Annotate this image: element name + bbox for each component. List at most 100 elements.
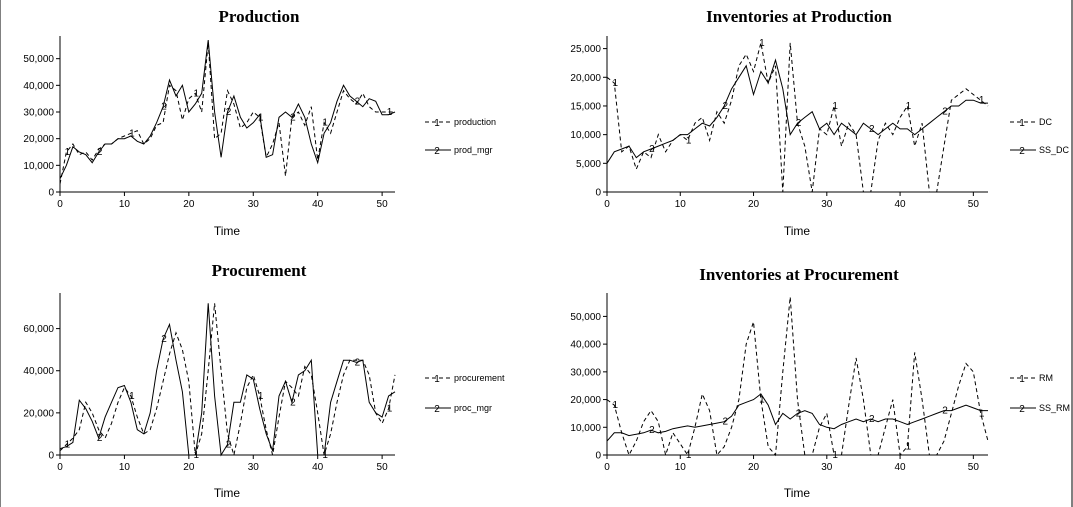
y-tick-label: 0 bbox=[595, 451, 601, 462]
legend-marker: 2 bbox=[1019, 404, 1025, 415]
series-marker: 1 bbox=[129, 391, 135, 402]
series-marker: 2 bbox=[290, 397, 296, 408]
production-chart-panel: Production 0 10,000 20,000 30,000 40,000 50,0… bbox=[23, 7, 496, 238]
x-tick-label: 40 bbox=[895, 199, 907, 210]
series-marker: 1 bbox=[906, 101, 912, 112]
series-marker: 1 bbox=[322, 450, 328, 461]
series-marker: 2 bbox=[869, 414, 875, 425]
x-tick-label: 40 bbox=[312, 199, 324, 210]
series-marker: 1 bbox=[613, 400, 619, 411]
chart-title: Procurement bbox=[212, 261, 307, 280]
series-marker: 2 bbox=[869, 124, 875, 135]
series-line-procurement bbox=[59, 303, 396, 456]
y-tick-label: 5,000 bbox=[576, 159, 601, 170]
x-tick-label: 10 bbox=[119, 199, 131, 210]
series-marker: 2 bbox=[722, 101, 728, 112]
inventories-production-plot-area: 0 5,000 10,000 15,000 20,000 25,000 0 10 20 30 40 5… bbox=[570, 36, 1070, 210]
series-marker: 2 bbox=[161, 102, 167, 113]
series-marker: 2 bbox=[355, 357, 361, 368]
series-marker: 1 bbox=[686, 135, 692, 146]
y-tick-label: 10,000 bbox=[570, 130, 601, 141]
y-tick-label: 20,000 bbox=[23, 408, 54, 419]
x-tick-label: 40 bbox=[312, 462, 324, 473]
y-tick-label: 50,000 bbox=[23, 54, 54, 65]
series-marker: 1 bbox=[65, 439, 71, 450]
series-marker: 1 bbox=[832, 101, 838, 112]
chart-title: Inventories at Production bbox=[706, 7, 892, 26]
series-marker: 1 bbox=[387, 404, 393, 415]
series-marker: 2 bbox=[649, 425, 655, 436]
legend-label: DC bbox=[1039, 117, 1052, 127]
series-marker: 2 bbox=[290, 112, 296, 123]
x-tick-label: 50 bbox=[377, 199, 389, 210]
y-tick-label: 20,000 bbox=[570, 395, 601, 406]
x-tick-label: 30 bbox=[248, 462, 260, 473]
x-tick-label: 30 bbox=[821, 462, 833, 473]
chart-title: Inventories at Procurement bbox=[699, 265, 899, 284]
series-marker: 2 bbox=[161, 334, 167, 345]
x-tick-label: 0 bbox=[604, 199, 610, 210]
legend-marker: 2 bbox=[1019, 146, 1025, 157]
chart-title: Production bbox=[219, 7, 300, 26]
x-tick-label: 20 bbox=[183, 199, 195, 210]
series-marker: 1 bbox=[979, 408, 985, 419]
x-tick-label: 30 bbox=[248, 199, 260, 210]
x-axis-label: Time bbox=[784, 486, 811, 500]
x-tick-label: 50 bbox=[968, 462, 980, 473]
y-tick-label: 0 bbox=[595, 188, 601, 199]
x-axis-label: Time bbox=[214, 486, 241, 500]
series-marker: 2 bbox=[649, 144, 655, 155]
inventories-production-chart-panel: Inventories at Production 0 5,000 10,000 15… bbox=[570, 7, 1069, 238]
y-tick-label: 0 bbox=[48, 188, 54, 199]
series-marker: 1 bbox=[686, 450, 692, 461]
legend-marker: 1 bbox=[434, 374, 440, 385]
y-tick-label: 60,000 bbox=[23, 324, 54, 335]
series-marker: 1 bbox=[322, 118, 328, 129]
series-marker: 2 bbox=[97, 433, 103, 444]
series-marker: 1 bbox=[906, 442, 912, 453]
x-tick-label: 20 bbox=[748, 462, 760, 473]
x-axis-label: Time bbox=[784, 224, 811, 238]
y-tick-label: 20,000 bbox=[23, 134, 54, 145]
legend-marker: 1 bbox=[434, 118, 440, 129]
series-line-ss-rm bbox=[606, 393, 988, 442]
x-tick-label: 20 bbox=[183, 462, 195, 473]
y-tick-label: 40,000 bbox=[23, 366, 54, 377]
y-tick-label: 10,000 bbox=[570, 423, 601, 434]
legend-marker: 2 bbox=[434, 146, 440, 157]
x-axis-label: Time bbox=[214, 224, 241, 238]
series-marker: 1 bbox=[832, 450, 838, 461]
y-tick-label: 15,000 bbox=[570, 101, 601, 112]
legend-label: production bbox=[454, 117, 496, 127]
series-marker: 2 bbox=[97, 147, 103, 158]
inventories-procurement-plot-area: 0 10,000 20,000 30,000 40,000 50,000 0 10 20 30 40… bbox=[570, 293, 1070, 473]
y-tick-label: 30,000 bbox=[23, 108, 54, 119]
series-marker: 2 bbox=[796, 408, 802, 419]
x-tick-label: 30 bbox=[821, 199, 833, 210]
series-marker: 2 bbox=[226, 439, 232, 450]
legend-label: SS_DC bbox=[1039, 145, 1070, 155]
legend-marker: 1 bbox=[1019, 374, 1025, 385]
y-tick-label: 10,000 bbox=[23, 161, 54, 172]
legend-marker: 1 bbox=[1019, 118, 1025, 129]
x-tick-label: 20 bbox=[748, 199, 760, 210]
legend-label: procurement bbox=[454, 373, 505, 383]
procurement-chart-panel: Procurement 0 20,000 40,000 60,000 0 10 20 30 40… bbox=[23, 261, 505, 500]
y-tick-label: 20,000 bbox=[570, 73, 601, 84]
inventories-procurement-chart-panel: Inventories at Procurement 0 10,000 20,000… bbox=[570, 265, 1070, 500]
series-line-prod-mgr bbox=[59, 39, 396, 179]
series-marker: 2 bbox=[226, 107, 232, 118]
x-tick-label: 0 bbox=[57, 462, 63, 473]
y-tick-label: 40,000 bbox=[570, 340, 601, 351]
series-marker: 1 bbox=[65, 147, 71, 158]
y-tick-label: 30,000 bbox=[570, 367, 601, 378]
production-plot-area: 0 10,000 20,000 30,000 40,000 50,000 0 10 20 30 40… bbox=[23, 36, 496, 210]
series-marker: 1 bbox=[979, 95, 985, 106]
procurement-plot-area: 0 20,000 40,000 60,000 0 10 20 30 40 50 1 1 1 1 1 1 1 pro… bbox=[23, 293, 505, 473]
x-tick-label: 0 bbox=[57, 199, 63, 210]
series-marker: 1 bbox=[613, 78, 619, 89]
series-marker: 2 bbox=[942, 406, 948, 417]
series-marker: 2 bbox=[942, 107, 948, 118]
series-line-ss-dc bbox=[606, 58, 988, 164]
y-tick-label: 40,000 bbox=[23, 81, 54, 92]
